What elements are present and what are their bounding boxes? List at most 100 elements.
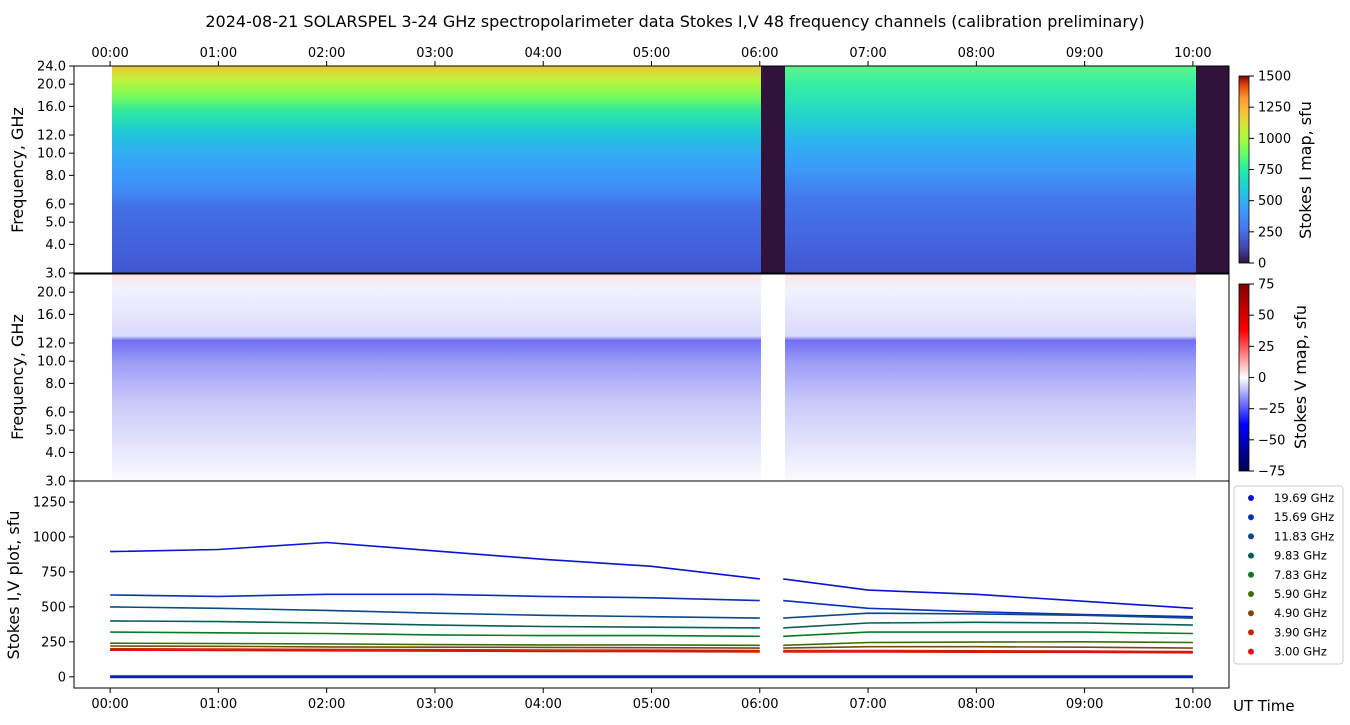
stokes-iv-frame — [73, 480, 1230, 689]
y-tick-label: 5.0 — [45, 424, 66, 439]
bottom-x-tick-label: 02:00 — [308, 697, 345, 712]
colorbar-tick-label: 250 — [1258, 225, 1283, 240]
series-line — [783, 621, 1193, 629]
y-tick-label: 8.0 — [45, 169, 66, 184]
top-x-tick-label: 06:00 — [741, 46, 778, 61]
legend-label: 15.69 GHz — [1274, 510, 1334, 524]
stokes-i-gap-2 — [1196, 66, 1229, 273]
stokes-i-colorbar: 0 250 500 750 1000 1250 1500 Stokes I map, sfu — [1238, 70, 1315, 272]
series-line — [110, 620, 760, 629]
stokes-v-heatmap — [112, 274, 1196, 481]
series-line — [783, 651, 1193, 654]
stokes-i-y-ticks: 3.0 4.0 5.0 6.0 8.0 10.0 12.0 16.0 20.0 24.0 — [37, 60, 74, 282]
colorbar-tick-label: 0 — [1258, 257, 1266, 272]
bottom-x-tick-label: 10:00 — [1174, 697, 1211, 712]
stokes-iv-ylabel: Stokes I,V plot, sfu — [4, 511, 23, 660]
series-line — [110, 631, 760, 638]
legend-marker — [1248, 552, 1254, 559]
top-x-tick-label: 08:00 — [958, 46, 995, 61]
stokes-v-panel: 3.0 4.0 5.0 6.0 8.0 10.0 12.0 16.0 20.0 Frequenc… — [8, 273, 1230, 490]
stokes-i-gap-1 — [761, 66, 785, 273]
legend-marker — [1248, 533, 1254, 540]
stokes-iv-y-ticks: 0 250 500 750 1000 1250 — [33, 495, 74, 685]
legend-label: 3.00 GHz — [1274, 645, 1327, 659]
stokes-v-ylabel: Frequency, GHz — [8, 314, 27, 440]
colorbar-tick-label: 75 — [1258, 278, 1275, 293]
top-x-tick-label: 10:00 — [1174, 46, 1211, 61]
bottom-x-tick-label: 09:00 — [1066, 697, 1103, 712]
series-line — [110, 648, 760, 652]
series-line — [110, 606, 760, 619]
y-tick-label: 6.0 — [45, 198, 66, 213]
series-line — [783, 640, 1193, 647]
series-line — [110, 649, 760, 653]
chart-title: 2024-08-21 SOLARSPEL 3-24 GHz spectropol… — [205, 12, 1144, 31]
stokes-iv-xlabel: UT Time — [1233, 697, 1295, 715]
legend-box — [1233, 485, 1344, 665]
y-tick-label: 8.0 — [45, 377, 66, 392]
legend-marker — [1248, 591, 1254, 597]
colorbar-tick-label: −25 — [1258, 402, 1285, 417]
legend-marker — [1248, 648, 1254, 655]
y-tick-label: 10.0 — [37, 355, 66, 370]
colorbar-tick-label: −75 — [1258, 465, 1285, 480]
top-x-tick-label: 01:00 — [200, 46, 237, 61]
colorbar-tick-label: −50 — [1258, 433, 1285, 448]
top-x-tick-label: 02:00 — [308, 46, 345, 61]
legend-marker — [1248, 514, 1254, 521]
legend-marker — [1248, 495, 1254, 501]
top-x-tick-label: 09:00 — [1066, 46, 1103, 61]
y-tick-label: 1000 — [33, 530, 66, 545]
bottom-x-tick-label: 04:00 — [524, 697, 561, 712]
y-tick-label: 3.0 — [45, 267, 66, 282]
y-tick-label: 24.0 — [37, 60, 66, 75]
y-tick-label: 12.0 — [37, 129, 66, 144]
y-tick-label: 4.0 — [45, 446, 66, 461]
series-line — [110, 541, 760, 580]
legend-marker — [1248, 629, 1254, 636]
series-line — [783, 599, 1193, 618]
colorbar-tick-label: 750 — [1258, 163, 1283, 178]
legend-label: 3.90 GHz — [1274, 625, 1327, 639]
top-x-tick-label: 03:00 — [416, 46, 453, 61]
y-tick-label: 10.0 — [37, 147, 66, 162]
y-tick-label: 500 — [41, 600, 66, 615]
stokes-i-ylabel: Frequency, GHz — [8, 107, 27, 233]
stokes-i-no-data — [74, 66, 112, 273]
y-tick-label: 20.0 — [37, 286, 66, 301]
y-tick-label: 16.0 — [37, 100, 66, 115]
top-x-tick-label: 04:00 — [524, 46, 561, 61]
stokes-v-y-ticks: 3.0 4.0 5.0 6.0 8.0 10.0 12.0 16.0 20.0 — [37, 286, 74, 490]
stokes-v-colorbar-bar — [1238, 283, 1250, 472]
stokes-v-colorbar-ticks: 75 50 25 0 −25 −50 −75 — [1249, 278, 1285, 480]
bottom-x-tick-label: 06:00 — [741, 697, 778, 712]
series-line — [110, 645, 760, 649]
y-tick-label: 4.0 — [45, 238, 66, 253]
legend-marker — [1248, 571, 1254, 578]
legend-items: 19.69 GHz 15.69 GHz 11.83 GHz 9.83 GHz 7.83 … — [1248, 491, 1334, 659]
stokes-v-colorbar-label: Stokes V map, sfu — [1291, 305, 1310, 449]
series-line — [783, 649, 1193, 653]
colorbar-tick-label: 500 — [1258, 194, 1283, 209]
stokes-v-colorbar: 75 50 25 0 −25 −50 −75 Stokes V map, sfu — [1238, 278, 1310, 480]
bottom-x-tick-label: 05:00 — [633, 697, 670, 712]
colorbar-tick-label: 1000 — [1258, 132, 1291, 147]
colorbar-tick-label: 50 — [1258, 309, 1275, 324]
colorbar-tick-label: 1250 — [1258, 101, 1291, 116]
y-tick-label: 0 — [58, 670, 66, 685]
legend: 19.69 GHz 15.69 GHz 11.83 GHz 9.83 GHz 7.83 … — [1233, 485, 1344, 665]
series-line — [783, 578, 1193, 610]
legend-label: 19.69 GHz — [1274, 491, 1334, 505]
stokes-i-colorbar-ticks: 0 250 500 750 1000 1250 1500 — [1249, 70, 1291, 272]
legend-label: 5.90 GHz — [1274, 587, 1327, 601]
legend-label: 9.83 GHz — [1274, 549, 1327, 563]
y-tick-label: 6.0 — [45, 406, 66, 421]
bottom-x-tick-label: 01:00 — [200, 697, 237, 712]
y-tick-label: 12.0 — [37, 337, 66, 352]
stokes-i-heatmap-after-gap — [785, 66, 1196, 273]
y-tick-label: 3.0 — [45, 475, 66, 490]
stokes-i-colorbar-label: Stokes I map, sfu — [1296, 101, 1315, 239]
top-x-tick-label: 07:00 — [849, 46, 886, 61]
stokes-i-panel: 3.0 4.0 5.0 6.0 8.0 10.0 12.0 16.0 20.0 24.0 Freq… — [8, 60, 1230, 282]
